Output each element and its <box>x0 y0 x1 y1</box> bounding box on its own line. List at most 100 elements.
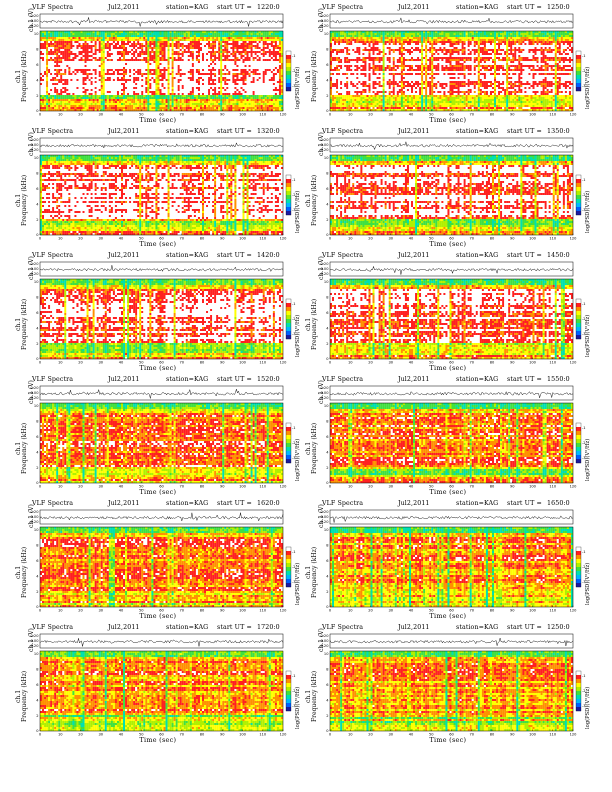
panel-date: Jul2,2011 <box>108 4 140 11</box>
waveform-frame <box>329 633 574 649</box>
panel-station: station=KAG <box>456 128 498 135</box>
wave-tick-label: 0.00 <box>320 267 329 271</box>
colorbar <box>285 174 292 216</box>
waveform-line <box>39 265 284 272</box>
spectrogram-heatmap <box>330 155 574 236</box>
time-tick-label: 120 <box>280 113 288 117</box>
waveform-frame <box>329 13 574 29</box>
panel-start-label: start UT = <box>217 624 252 631</box>
time-tick-label: 0 <box>329 237 332 241</box>
time-tick-label: 10 <box>58 485 63 489</box>
spectrogram-heatmap <box>330 403 574 484</box>
time-tick-label: 0 <box>39 733 42 737</box>
waveform-line <box>329 140 574 151</box>
panel-start-ut: 1550:0 <box>547 376 570 383</box>
colorbar-tick-label: -1 <box>292 178 296 182</box>
panel-date: Jul2,2011 <box>108 376 140 383</box>
freq-tick-label: 2 <box>36 714 38 718</box>
freq-tick-label: 0 <box>326 357 329 361</box>
spectrogram-heatmap <box>40 155 284 236</box>
panel-start-ut: 1720:0 <box>257 624 280 631</box>
time-tick-label: 100 <box>529 485 537 489</box>
time-tick-label: 30 <box>98 485 103 489</box>
wave-tick-label: 0.20 <box>320 138 329 142</box>
colorbar-tick-label: -1 <box>582 426 586 430</box>
time-tick-label: 50 <box>429 485 434 489</box>
time-tick-label: 0 <box>39 609 42 613</box>
wave-tick-label: -0.20 <box>29 24 39 28</box>
wave-tick-label: 0.00 <box>30 391 39 395</box>
colorbar-tick-label: -1 <box>582 302 586 306</box>
wave-tick-label: -0.20 <box>319 644 329 648</box>
colorbar <box>575 174 582 216</box>
panel-station: station=KAG <box>456 376 498 383</box>
time-tick-label: 10 <box>348 237 353 241</box>
time-tick-label: 60 <box>449 485 454 489</box>
colorbar-tick-label: -1 <box>582 178 586 182</box>
wave-tick-label: 0.20 <box>30 138 39 142</box>
freq-tick-label: 10 <box>324 652 329 656</box>
colorbar-tick-label: -2 <box>582 317 586 321</box>
panel-date: Jul2,2011 <box>398 500 430 507</box>
waveform-line <box>329 637 574 647</box>
spectrum-ylabel: ch.1 Frequency (kHz) <box>305 423 318 474</box>
spectrogram-panel: VLF Spectra Jul2,2011 station=KAG start UT … <box>15 128 324 258</box>
time-tick-label: 90 <box>510 113 515 117</box>
colorbar-tick-label: -3 <box>582 208 586 212</box>
time-tick-label: 0 <box>39 237 42 241</box>
waveform-line <box>39 17 284 27</box>
time-tick-label: 50 <box>139 237 144 241</box>
time-tick-label: 30 <box>388 361 393 365</box>
wave-tick-label: 0.20 <box>320 634 329 638</box>
time-tick-label: 60 <box>159 609 164 613</box>
freq-tick-label: 10 <box>324 280 329 284</box>
waveform-frame <box>39 509 284 525</box>
time-tick-label: 90 <box>220 237 225 241</box>
time-tick-label: 80 <box>490 609 495 613</box>
panel-date: Jul2,2011 <box>108 500 140 507</box>
time-tick-label: 60 <box>449 113 454 117</box>
time-tick-label: 70 <box>469 609 474 613</box>
time-tick-label: 80 <box>490 113 495 117</box>
panel-title: VLF Spectra <box>32 376 73 383</box>
x-axis-label: Time (sec) <box>140 612 177 620</box>
time-tick-label: 90 <box>510 237 515 241</box>
time-tick-label: 120 <box>570 485 578 489</box>
freq-tick-label: 4 <box>36 450 39 454</box>
waveform-frame <box>39 633 284 649</box>
panel-date: Jul2,2011 <box>108 128 140 135</box>
spectrum-ylabel-freq: Frequency (kHz) <box>21 547 28 598</box>
freq-tick-label: 8 <box>326 420 329 424</box>
x-axis-label: Time (sec) <box>140 488 177 496</box>
time-tick-label: 80 <box>200 237 205 241</box>
wave-tick-label: 0.00 <box>320 391 329 395</box>
spectrogram-heatmap <box>40 403 284 484</box>
freq-tick-label: 4 <box>326 698 329 702</box>
time-tick-label: 70 <box>179 609 184 613</box>
colorbar-tick-label: -2 <box>582 565 586 569</box>
colorbar-tick-label: -2 <box>582 69 586 73</box>
time-tick-label: 70 <box>179 113 184 117</box>
freq-tick-label: 2 <box>326 590 328 594</box>
colorbar-tick-label: -2 <box>582 193 586 197</box>
time-tick-label: 50 <box>429 237 434 241</box>
spectrum-ylabel-freq: Frequency (kHz) <box>21 671 28 722</box>
time-tick-label: 40 <box>409 237 414 241</box>
freq-tick-label: 10 <box>324 156 329 160</box>
freq-tick-label: 2 <box>326 218 328 222</box>
wave-tick-label: 0.00 <box>30 515 39 519</box>
freq-tick-label: 10 <box>34 652 39 656</box>
time-tick-label: 40 <box>409 609 414 613</box>
time-tick-label: 100 <box>239 113 247 117</box>
freq-tick-label: 2 <box>36 590 38 594</box>
freq-tick-label: 2 <box>36 94 38 98</box>
freq-tick-label: 10 <box>34 528 39 532</box>
colorbar <box>575 670 582 712</box>
waveform-frame <box>39 137 284 153</box>
freq-tick-label: 4 <box>36 698 39 702</box>
freq-tick-label: 6 <box>326 63 329 67</box>
